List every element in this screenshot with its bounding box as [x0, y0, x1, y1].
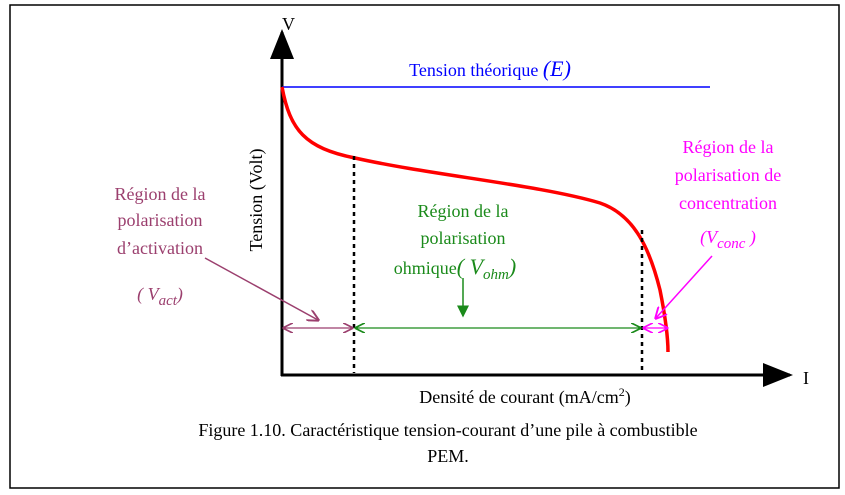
label: ohm: [483, 267, 509, 283]
y-label: Tension (Volt): [246, 149, 267, 252]
svg-text:( Vact): ( Vact): [137, 284, 183, 309]
label: ): [176, 284, 183, 305]
label: Région de la: [683, 137, 774, 157]
theoretical-label: Tension théorique (E): [409, 56, 571, 81]
label: Région de la: [418, 201, 509, 221]
concentration-region: Région de la polarisation de concentrati…: [675, 137, 781, 252]
label: Densité de courant (mA/cm: [419, 387, 618, 408]
label: ): [745, 227, 756, 248]
caption: Figure 1.10. Caractéristique tension-cou…: [198, 420, 697, 440]
label: polarisation de: [675, 165, 781, 185]
label: (V: [700, 227, 719, 248]
label: conc: [717, 236, 746, 252]
ohmic-region: Région de la polarisation ohmique( Vohm): [394, 201, 516, 283]
pointer: [656, 255, 713, 318]
activation-region: Région de la polarisation d’activation (…: [115, 184, 206, 309]
label: ( V: [457, 254, 486, 279]
label: polarisation: [421, 228, 506, 248]
label: concentration: [679, 193, 777, 213]
label: d’activation: [117, 238, 203, 258]
x-label: Densité de courant (mA/cm2): [419, 385, 630, 408]
label: Tension théorique: [409, 60, 543, 80]
label: act: [159, 293, 178, 309]
caption: PEM.: [427, 446, 469, 466]
label: ): [625, 387, 631, 408]
y-symbol: V: [282, 14, 295, 34]
polarization-curve: [280, 86, 670, 353]
x-symbol: I: [803, 368, 809, 388]
label: 2: [619, 385, 625, 399]
svg-text:ohmique( Vohm): ohmique( Vohm): [394, 254, 516, 283]
frame: [9, 4, 840, 489]
svg-text:(Vconc ): (Vconc ): [700, 227, 756, 252]
label: (E): [543, 56, 571, 81]
label: ( V: [137, 284, 160, 305]
label: ): [507, 254, 516, 279]
label: Région de la: [115, 184, 206, 204]
label: ohmique: [394, 258, 457, 278]
label: polarisation: [118, 210, 203, 230]
pointer: [204, 257, 318, 320]
